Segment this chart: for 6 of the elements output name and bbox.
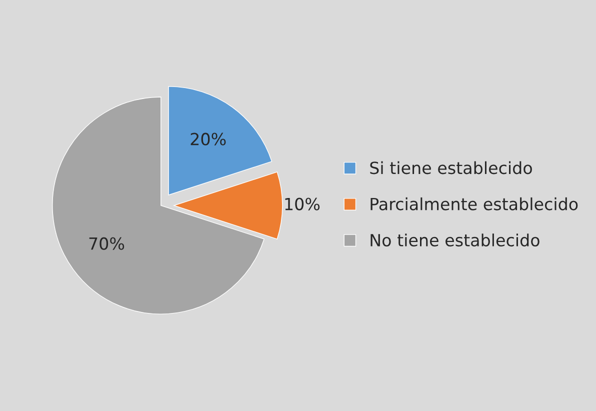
data-label: 70% [89, 237, 124, 250]
legend-label: No tiene establecido [370, 234, 540, 246]
legend-label: Si tiene establecido [370, 161, 532, 174]
legend-label: Parcialmente establecido [370, 197, 578, 210]
data-label: 20% [190, 132, 226, 146]
data-label: 10% [285, 198, 320, 210]
